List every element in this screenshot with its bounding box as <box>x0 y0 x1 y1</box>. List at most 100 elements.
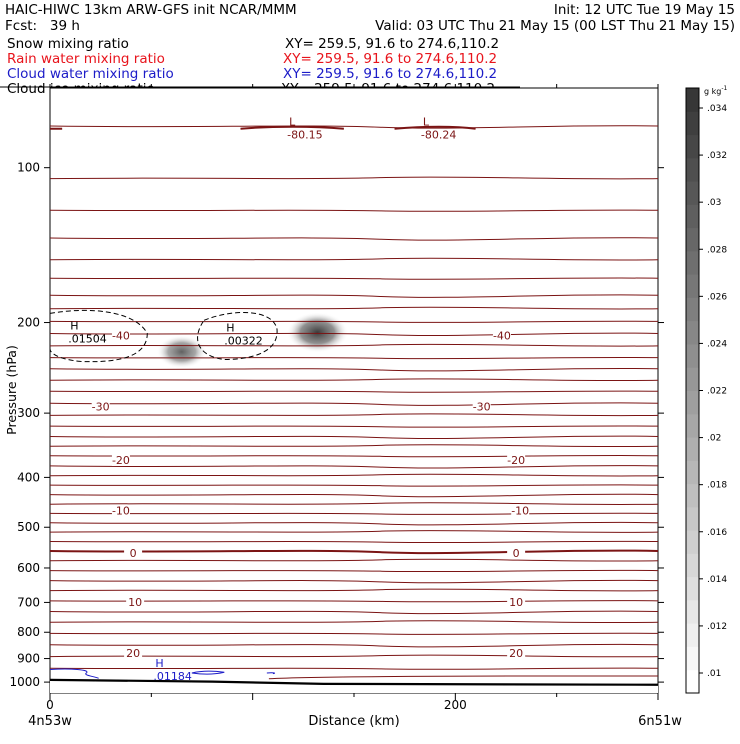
isotherm-line <box>50 413 658 417</box>
cloud-water-contour <box>266 672 276 675</box>
isotherm-line <box>268 675 658 680</box>
isotherm-label-bg <box>507 546 526 559</box>
isotherm-line <box>50 579 658 584</box>
isotherm-label-bg <box>111 329 130 342</box>
colorbar-swatch <box>686 274 699 298</box>
y-tick-label: 500 <box>17 520 40 534</box>
colorbar-swatch <box>686 88 699 112</box>
colorbar-swatch <box>686 413 699 438</box>
isotherm-label: -20 <box>112 454 130 467</box>
colorbar-swatch <box>686 343 699 368</box>
field-label-rain: Rain water mixing ratio <box>7 51 165 67</box>
isotherm-line <box>50 444 658 448</box>
isotherm-top-segment <box>394 125 476 130</box>
colorbar-swatch <box>686 483 699 508</box>
init-time: Init: 12 UTC Tue 19 May 15 <box>554 2 735 18</box>
x-tick-label: 200 <box>444 698 467 712</box>
colorbar-swatch <box>686 553 699 578</box>
extremum-marker: L <box>289 115 296 128</box>
isotherm-line <box>50 125 658 129</box>
colorbar-swatch <box>686 506 699 531</box>
isotherm-line <box>50 402 658 406</box>
plot-frame <box>49 87 659 694</box>
forecast-hour: Fcst: 39 h <box>5 18 80 34</box>
colorbar-swatch <box>686 111 699 136</box>
isotherm-label-bg <box>511 504 530 517</box>
y-tick-label: 700 <box>17 595 40 609</box>
isotherm-top-segment <box>240 125 344 130</box>
isotherm-label: -30 <box>473 400 491 413</box>
isotherm-line <box>50 569 658 573</box>
isotherm-line <box>50 530 658 533</box>
colorbar-tick-label: .024 <box>707 339 727 349</box>
isotherm-line <box>50 465 658 469</box>
colorbar-swatch <box>686 576 699 601</box>
isotherm-label-bg <box>507 453 526 466</box>
extremum-value: .00322 <box>224 335 263 348</box>
isotherm-line <box>50 643 658 648</box>
isotherm-line <box>50 549 658 555</box>
isotherm-label-bg <box>472 400 491 413</box>
isotherm-line <box>50 257 658 261</box>
isotherm-line <box>50 600 658 603</box>
isotherm-label: 10 <box>128 596 142 609</box>
isotherm-line <box>50 512 658 515</box>
colorbar-swatch <box>686 437 699 461</box>
terrain-surface <box>50 678 658 686</box>
isotherm-line <box>50 435 658 440</box>
y-tick-label: 400 <box>17 470 40 484</box>
colorbar-swatch <box>686 320 699 345</box>
cloud-water-contour <box>49 668 99 679</box>
isotherm-line <box>50 176 658 180</box>
isotherm-line <box>50 209 658 212</box>
extremum-value: -80.15 <box>287 128 322 141</box>
isotherm-line <box>50 493 658 498</box>
colorbar-tick-label: .02 <box>707 434 721 444</box>
x-right-endpoint: 6n51w <box>638 714 682 729</box>
isotherm-label-bg <box>111 453 130 466</box>
isotherm-line <box>50 378 658 382</box>
isotherm-label-bg <box>124 546 143 559</box>
extremum-marker: H <box>70 320 78 333</box>
colorbar-tick-label: .03 <box>707 198 721 208</box>
isotherm-line <box>50 343 658 347</box>
isotherm-line <box>50 540 658 544</box>
cloud-ice-contour <box>49 309 148 363</box>
extremum-marker: L <box>423 115 430 128</box>
valid-time: Valid: 03 UTC Thu 21 May 15 (00 LST Thu … <box>375 18 735 34</box>
y-tick-label: 200 <box>17 316 40 330</box>
colorbar-tick-label: .022 <box>707 387 727 397</box>
colorbar-tick-label: .032 <box>707 151 727 161</box>
isotherm-line <box>50 667 658 670</box>
isotherm-line <box>50 502 658 505</box>
y-axis-label: Pressure (hPa) <box>4 345 19 435</box>
colorbar-swatch <box>686 157 699 182</box>
y-tick-label: 900 <box>17 652 40 666</box>
isotherm-line <box>50 425 658 428</box>
isotherm-label: -40 <box>112 330 130 343</box>
isotherm-line <box>50 332 658 337</box>
isotherm-label-bg <box>492 329 511 342</box>
isotherm-line <box>50 521 658 526</box>
isotherm-label: 0 <box>130 547 137 560</box>
field-xy-rain: XY= 259.5, 91.6 to 274.6,110.2 <box>283 51 497 67</box>
isotherm-line <box>50 588 658 592</box>
cloud-water-contour <box>191 670 225 675</box>
field-label-snow: Snow mixing ratio <box>7 36 129 52</box>
isotherm-label-bg <box>507 595 526 608</box>
isotherm-label-bg <box>126 595 145 608</box>
isotherm-line <box>50 473 658 477</box>
colorbar-swatch <box>686 134 699 159</box>
cloud-ice-contour <box>197 312 278 361</box>
terrain-fill <box>50 679 658 693</box>
field-label-cloud-water: Cloud water mixing ratio <box>7 66 174 82</box>
isotherm-line <box>50 455 658 458</box>
isotherm-label: -20 <box>507 454 525 467</box>
x-left-endpoint: 4n53w <box>28 714 72 729</box>
colorbar-swatch <box>686 390 699 415</box>
isotherm-label: 20 <box>509 647 523 660</box>
colorbar-tick-label: .026 <box>707 292 727 302</box>
y-tick-label: 100 <box>17 161 40 175</box>
isotherm-label: -40 <box>493 330 511 343</box>
